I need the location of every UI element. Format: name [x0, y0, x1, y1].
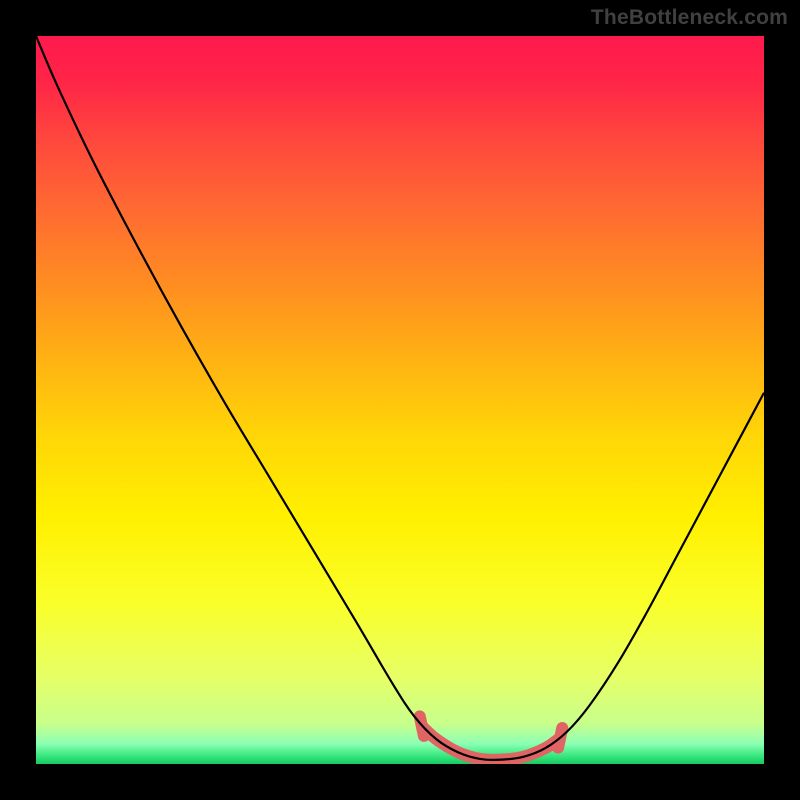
plot-area — [36, 36, 764, 764]
gradient-background — [36, 36, 764, 764]
watermark-text: TheBottleneck.com — [591, 6, 788, 30]
bottleneck-curve-chart — [36, 36, 764, 764]
chart-frame: TheBottleneck.com — [0, 0, 800, 800]
